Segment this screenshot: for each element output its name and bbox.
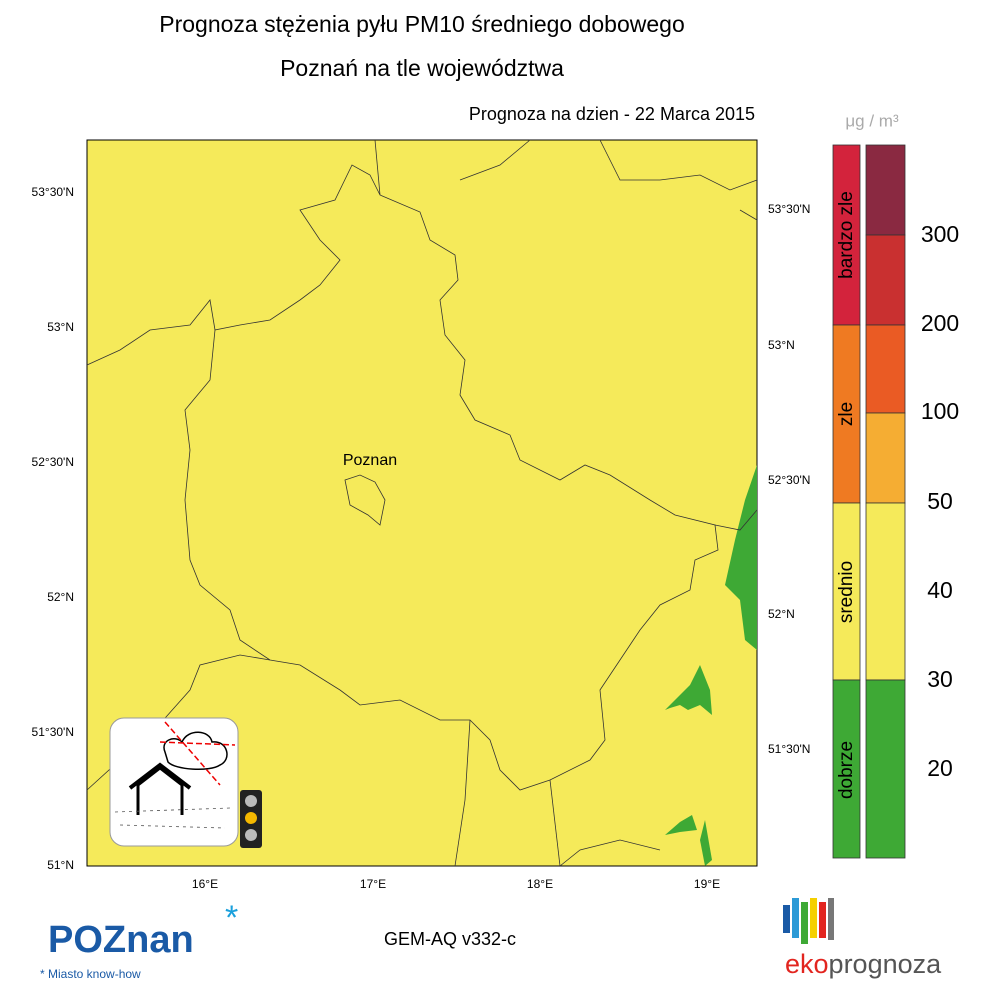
legend-band xyxy=(865,234,906,326)
brand-prefix: eko xyxy=(785,949,829,979)
icon-cross xyxy=(159,721,236,786)
model-label: GEM-AQ v332-c xyxy=(384,929,516,949)
title-line: Prognoza stężenia pyłu PM10 średniego do… xyxy=(159,11,685,37)
level-label: 20 xyxy=(927,755,953,781)
title-line: Poznań na tle województwa xyxy=(280,55,564,81)
left-lat-labels: 53°30'N 53°N 52°30'N 52°N 51°30'N 51°N xyxy=(32,185,74,872)
legend-band xyxy=(865,144,906,236)
lat-label: 53°30'N xyxy=(768,202,810,216)
icon-ground xyxy=(114,807,231,829)
lat-label: 52°30'N xyxy=(32,455,74,469)
lat-label: 52°30'N xyxy=(768,473,810,487)
logo-bar xyxy=(783,905,790,933)
lat-label: 53°N xyxy=(768,338,795,352)
brand-suffix: prognoza xyxy=(829,949,943,979)
footer: POZnan * * Miasto know-how GEM-AQ v332-c… xyxy=(40,898,942,981)
logo-star: * xyxy=(225,899,238,937)
legend: μg / m³ bardzo zle zle srednio dobrze 30… xyxy=(832,111,959,859)
lat-label: 52°N xyxy=(768,607,795,621)
lon-labels: 16°E 17°E 18°E 19°E xyxy=(192,877,720,891)
icon-cloud xyxy=(163,731,228,770)
unit: μg / m³ xyxy=(845,111,899,130)
logo-bar xyxy=(801,902,808,944)
lat-label: 53°30'N xyxy=(32,185,74,199)
category-label: srednio xyxy=(836,561,857,623)
poznan-logo: POZnan xyxy=(48,919,194,961)
legend-band xyxy=(832,502,861,681)
legend-band xyxy=(865,679,906,859)
lat-label: 53°N xyxy=(47,320,74,334)
category-label: bardzo zle xyxy=(836,191,857,279)
lon-label: 18°E xyxy=(527,877,553,891)
green-area xyxy=(665,665,712,715)
legend-band xyxy=(865,502,906,681)
logo-bar xyxy=(810,898,817,938)
forecast-date: Prognoza na dzien - 22 Marca 2015 xyxy=(469,104,755,124)
right-lat-labels: 53°30'N 53°N 52°30'N 52°N 51°30'N xyxy=(768,202,810,756)
lat-label: 52°N xyxy=(47,590,74,604)
legend-band xyxy=(832,679,861,859)
lat-label: 51°30'N xyxy=(768,742,810,756)
icon-box xyxy=(109,717,239,847)
light xyxy=(245,829,257,841)
level-label: 200 xyxy=(921,310,959,336)
icon-roof xyxy=(128,762,192,790)
logo-bar xyxy=(828,898,834,940)
brand: ekoprognoza xyxy=(785,949,942,979)
lon-label: 16°E xyxy=(192,877,218,891)
logo-bar xyxy=(792,898,799,938)
lon-label: 17°E xyxy=(360,877,386,891)
legend-band xyxy=(865,324,906,414)
map: Poznan 53°30'N 53°N 52°30'N 52°N 51°30'N… xyxy=(32,139,810,891)
icon-house xyxy=(136,766,184,815)
light xyxy=(245,812,257,824)
category-label: zle xyxy=(836,402,857,426)
lon-label: 19°E xyxy=(694,877,720,891)
lat-label: 51°30'N xyxy=(32,725,74,739)
level-label: 300 xyxy=(921,221,959,247)
green-area xyxy=(665,815,697,835)
pollution-icon xyxy=(109,717,262,848)
legend-band xyxy=(832,144,861,326)
green-area xyxy=(725,465,757,650)
logo-bar xyxy=(819,902,826,938)
legend-band xyxy=(832,324,861,504)
legend-band xyxy=(865,412,906,504)
light xyxy=(245,795,257,807)
green-area xyxy=(700,820,712,866)
city-label: Poznan xyxy=(343,452,397,469)
tagline: * Miasto know-how xyxy=(40,967,141,981)
eko-bars xyxy=(783,898,834,944)
level-label: 50 xyxy=(927,488,953,514)
level-label: 30 xyxy=(927,666,953,692)
lat-label: 51°N xyxy=(47,858,74,872)
level-label: 40 xyxy=(927,577,953,603)
category-label: dobrze xyxy=(836,741,857,799)
level-label: 100 xyxy=(921,398,959,424)
